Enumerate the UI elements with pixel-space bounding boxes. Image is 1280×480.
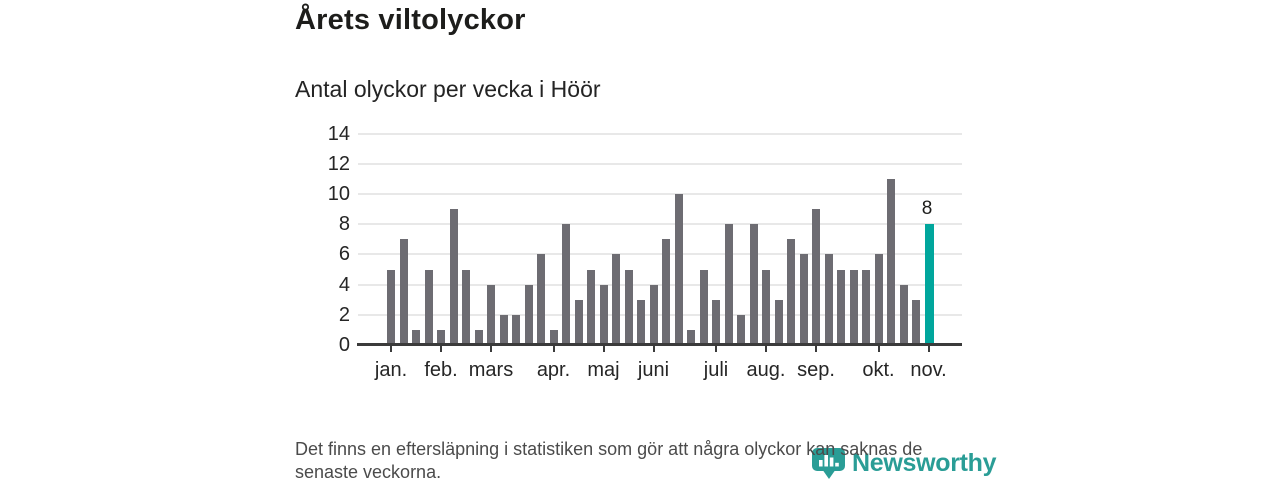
- bar-week14: [549, 329, 558, 345]
- bar-week13: [537, 254, 545, 345]
- bar-week4: [424, 269, 433, 345]
- month-label-okt: okt.: [862, 359, 895, 381]
- bar-week1: [387, 269, 395, 345]
- bar-week23: [662, 239, 670, 345]
- bar-week31: [762, 269, 770, 345]
- bar-week10: [499, 314, 508, 345]
- month-label-apr: apr.: [536, 359, 571, 381]
- month-tick-maj: [602, 345, 605, 352]
- month-tick-apr: [552, 345, 555, 352]
- month-label-maj: maj: [587, 359, 620, 381]
- bar-week5: [437, 329, 445, 345]
- bar-week3: [412, 329, 420, 345]
- bar-week42: [899, 284, 908, 345]
- bar-week20: [624, 269, 633, 345]
- month-tick-mars: [490, 345, 492, 352]
- month-tick-nov: [927, 345, 930, 352]
- month-tick-juni: [652, 345, 655, 352]
- month-label-feb: feb.: [424, 359, 458, 381]
- gridline-y12: [358, 162, 962, 165]
- bar-week21: [637, 299, 645, 345]
- bar-week19: [612, 254, 620, 345]
- month-tick-okt: [877, 345, 880, 352]
- month-tick-feb: [440, 345, 442, 352]
- bar-week8: [474, 329, 483, 345]
- y-axis-label-0: 0: [338, 334, 350, 356]
- bar-week17: [587, 269, 595, 345]
- bar-week26: [699, 269, 708, 345]
- y-axis-label-12: 12: [327, 152, 350, 175]
- month-tick-aug: [765, 345, 767, 352]
- y-axis-label-14: 14: [327, 122, 350, 145]
- footer-note: Det finns en eftersläpning i statistiken…: [295, 438, 922, 480]
- footer-note-line1: Det finns en eftersläpning i statistiken…: [295, 439, 923, 459]
- y-axis-label-2: 2: [338, 303, 350, 326]
- bar-week11: [512, 314, 520, 345]
- bar-week40: [874, 254, 883, 345]
- x-axis-line: [357, 343, 962, 346]
- bar-week18: [599, 284, 608, 345]
- bar-week36: [824, 254, 833, 345]
- bar-week38: [849, 269, 858, 345]
- month-tick-sep: [815, 345, 817, 352]
- bar-week39: [862, 269, 870, 345]
- newsworthy-logo: Newsworthy: [812, 448, 997, 480]
- bar-week43: [912, 299, 920, 345]
- gridline-y14: [358, 132, 962, 135]
- bar-week16: [574, 299, 583, 345]
- bar-week34: [799, 254, 808, 345]
- bar-week2: [399, 239, 408, 345]
- value-annotation: 8: [921, 198, 933, 220]
- gridline-y4: [358, 283, 962, 286]
- bar-week32: [774, 299, 783, 345]
- gridline-y8: [358, 223, 962, 226]
- bar-week30: [749, 224, 758, 345]
- footer-note-line2: senaste veckorna.: [295, 462, 442, 480]
- bar-week24: [674, 194, 683, 345]
- newsworthy-logo-text: Newsworthy: [852, 449, 997, 477]
- bar-week29: [737, 314, 745, 345]
- bar-week28: [724, 224, 733, 345]
- highlighted-bar-week44: [924, 224, 934, 345]
- gridline-y6: [358, 253, 962, 256]
- bar-week35: [812, 209, 820, 345]
- month-tick-juli: [715, 345, 717, 352]
- month-label-juli: juli: [703, 359, 729, 381]
- bar-week12: [524, 284, 533, 345]
- bar-week22: [649, 284, 658, 345]
- gridline-y10: [358, 193, 962, 195]
- month-label-aug: aug.: [746, 359, 786, 381]
- bar-week25: [687, 329, 695, 345]
- month-label-nov: nov.: [910, 359, 947, 381]
- month-label-sep: sep.: [797, 359, 835, 381]
- bar-week6: [449, 209, 458, 345]
- month-label-jan: jan.: [374, 359, 408, 381]
- y-axis-label-10: 10: [327, 183, 350, 205]
- y-axis-label-8: 8: [338, 213, 350, 236]
- gridline-y2: [358, 313, 962, 316]
- bar-week9: [487, 284, 495, 345]
- bar-week15: [562, 224, 570, 345]
- chart-subtitle: Antal olyckor per vecka i Höör: [295, 76, 601, 102]
- month-label-juni: juni: [637, 359, 670, 381]
- page-title: Årets viltolyckor: [295, 4, 526, 36]
- newsworthy-logo-icon: [812, 448, 845, 479]
- month-label-mars: mars: [468, 359, 514, 381]
- bar-week41: [887, 178, 895, 345]
- y-axis-label-4: 4: [338, 273, 350, 296]
- bar-week33: [787, 239, 795, 345]
- y-axis-label-6: 6: [338, 243, 350, 266]
- bar-week27: [712, 299, 720, 345]
- bar-week7: [462, 269, 470, 345]
- month-tick-jan: [390, 345, 392, 352]
- bar-week37: [837, 269, 845, 345]
